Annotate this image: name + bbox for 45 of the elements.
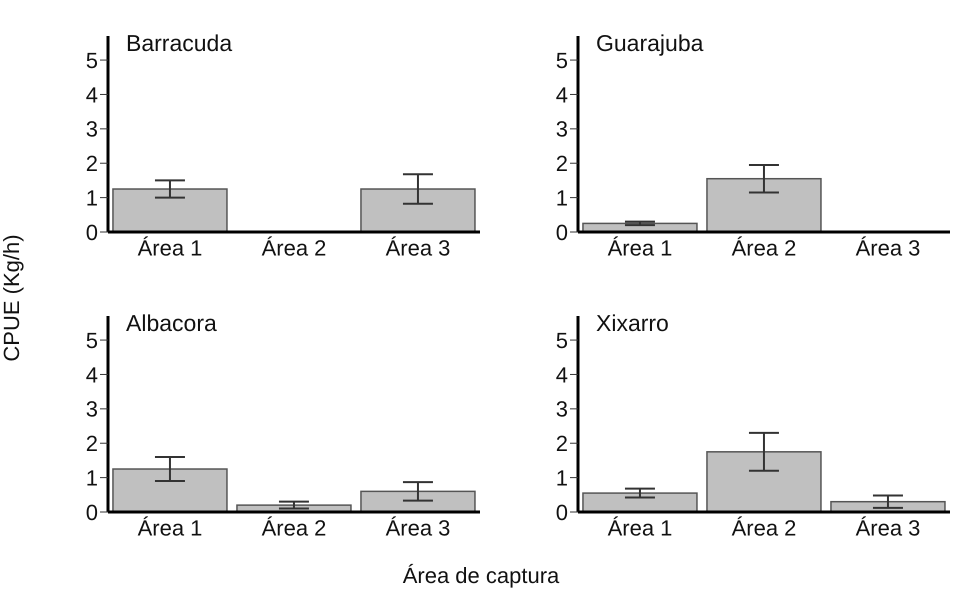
y-tick-label: 0 bbox=[556, 220, 568, 245]
x-tick-label: Área 1 bbox=[608, 516, 672, 541]
x-tick-label: Área 2 bbox=[262, 236, 326, 261]
y-tick-label: 3 bbox=[86, 116, 98, 142]
y-tick-label: 1 bbox=[86, 465, 98, 490]
chart-title: Albacora bbox=[126, 310, 217, 337]
y-tick-label: 1 bbox=[556, 465, 568, 490]
y-tick-label: 3 bbox=[86, 396, 98, 422]
y-tick-label: 4 bbox=[86, 362, 98, 388]
y-tick-label: 1 bbox=[556, 185, 568, 210]
y-tick-label: 0 bbox=[86, 220, 98, 245]
chart-title: Xixarro bbox=[596, 310, 669, 337]
x-tick-label: Área 3 bbox=[856, 516, 920, 541]
x-tick-label: Área 2 bbox=[732, 236, 796, 261]
bar bbox=[360, 490, 476, 512]
y-tick-label: 2 bbox=[556, 431, 568, 456]
x-tick-label: Área 1 bbox=[138, 236, 202, 261]
y-tick-label: 5 bbox=[556, 48, 568, 73]
y-tick-label: 5 bbox=[556, 328, 568, 353]
bar bbox=[112, 468, 228, 512]
y-tick-label: 4 bbox=[556, 362, 568, 388]
x-axis-title: Área de captura bbox=[402, 563, 560, 589]
x-tick-label: Área 2 bbox=[732, 516, 796, 541]
chart-title: Guarajuba bbox=[596, 30, 704, 57]
x-tick-label: Área 3 bbox=[386, 236, 450, 261]
x-tick-label: Área 1 bbox=[608, 236, 672, 261]
bar bbox=[706, 451, 822, 512]
y-tick-label: 5 bbox=[86, 328, 98, 353]
x-tick-label: Área 2 bbox=[262, 516, 326, 541]
y-tick-label: 5 bbox=[86, 48, 98, 73]
y-tick-label: 3 bbox=[556, 396, 568, 422]
x-tick-label: Área 3 bbox=[386, 516, 450, 541]
y-tick-label: 2 bbox=[556, 151, 568, 176]
x-tick-label: Área 1 bbox=[138, 516, 202, 541]
y-axis-title: CPUE (Kg/h) bbox=[0, 234, 25, 362]
chart-title: Barracuda bbox=[126, 30, 232, 57]
y-tick-label: 0 bbox=[556, 500, 568, 525]
y-tick-label: 4 bbox=[86, 82, 98, 108]
y-tick-label: 2 bbox=[86, 431, 98, 456]
y-tick-label: 4 bbox=[556, 82, 568, 108]
x-tick-label: Área 3 bbox=[856, 236, 920, 261]
y-tick-label: 0 bbox=[86, 500, 98, 525]
y-tick-label: 3 bbox=[556, 116, 568, 142]
y-tick-label: 1 bbox=[86, 185, 98, 210]
y-tick-label: 2 bbox=[86, 151, 98, 176]
